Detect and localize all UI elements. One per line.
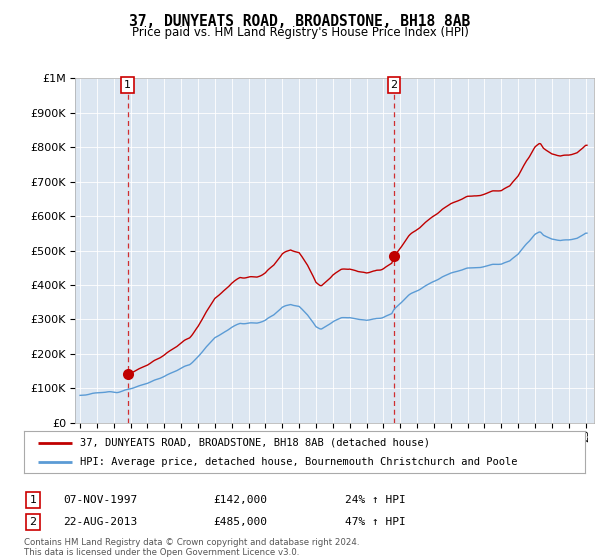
Text: 2: 2 — [391, 80, 398, 90]
Text: £142,000: £142,000 — [213, 495, 267, 505]
Text: HPI: Average price, detached house, Bournemouth Christchurch and Poole: HPI: Average price, detached house, Bour… — [80, 457, 518, 467]
Text: 1: 1 — [29, 495, 37, 505]
Text: 07-NOV-1997: 07-NOV-1997 — [63, 495, 137, 505]
Text: 37, DUNYEATS ROAD, BROADSTONE, BH18 8AB (detached house): 37, DUNYEATS ROAD, BROADSTONE, BH18 8AB … — [80, 437, 430, 447]
Text: 47% ↑ HPI: 47% ↑ HPI — [345, 517, 406, 527]
Text: 1: 1 — [124, 80, 131, 90]
Text: 24% ↑ HPI: 24% ↑ HPI — [345, 495, 406, 505]
Text: 2: 2 — [29, 517, 37, 527]
Text: £485,000: £485,000 — [213, 517, 267, 527]
Text: Contains HM Land Registry data © Crown copyright and database right 2024.
This d: Contains HM Land Registry data © Crown c… — [24, 538, 359, 557]
Text: 37, DUNYEATS ROAD, BROADSTONE, BH18 8AB: 37, DUNYEATS ROAD, BROADSTONE, BH18 8AB — [130, 14, 470, 29]
Text: Price paid vs. HM Land Registry's House Price Index (HPI): Price paid vs. HM Land Registry's House … — [131, 26, 469, 39]
Text: 22-AUG-2013: 22-AUG-2013 — [63, 517, 137, 527]
